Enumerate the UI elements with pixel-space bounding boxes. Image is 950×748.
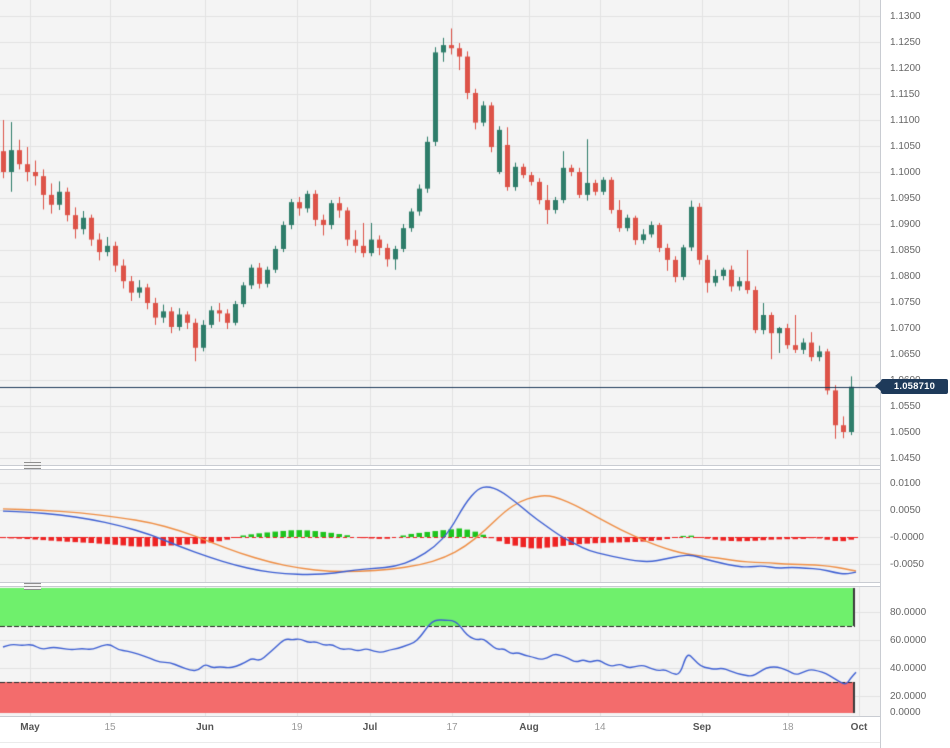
price-axis-label: 1.1250 — [890, 36, 921, 48]
price-axis-label: 1.0450 — [890, 452, 921, 464]
price-axis-label: 1.1050 — [890, 140, 921, 152]
rsi-panel-canvas[interactable] — [0, 587, 880, 716]
price-axis-label: 60.0000 — [890, 634, 927, 646]
time-axis-label: Jul — [362, 722, 378, 733]
last-price-badge: 1.058710 — [881, 379, 948, 394]
price-axis-label: 1.0550 — [890, 400, 921, 412]
price-axis-label: -0.0050 — [890, 558, 924, 570]
price-axis-label: 1.0500 — [890, 426, 921, 438]
time-axis-label: Sep — [692, 722, 712, 733]
panel-divider — [0, 586, 950, 587]
panel-divider — [0, 469, 950, 470]
price-axis-label: 0.0000 — [890, 706, 921, 718]
price-axis-label: 1.1200 — [890, 62, 921, 74]
price-chart-canvas[interactable] — [0, 0, 880, 465]
price-axis-label: 40.0000 — [890, 662, 927, 674]
price-axis-label: 1.0650 — [890, 348, 921, 360]
macd-panel-canvas[interactable] — [0, 470, 880, 582]
rsi-panel-resize-grip[interactable] — [24, 583, 41, 590]
price-axis-label: 0.0050 — [890, 504, 921, 516]
panel-divider — [0, 582, 950, 583]
time-axis-label: 15 — [104, 722, 116, 733]
price-axis-label: 20.0000 — [890, 690, 927, 702]
price-axis-label: 1.0850 — [890, 244, 921, 256]
price-axis-label: 1.1300 — [890, 10, 921, 22]
time-axis-label: 19 — [291, 722, 303, 733]
price-axis-label: 1.0950 — [890, 192, 921, 204]
time-axis-border — [0, 716, 950, 717]
price-axis-label: 1.1000 — [890, 166, 921, 178]
price-axis-label: 1.0750 — [890, 296, 921, 308]
macd-panel-resize-grip[interactable] — [24, 462, 41, 469]
time-axis-label: Oct — [850, 722, 868, 733]
price-axis-label: 1.1150 — [890, 88, 920, 100]
price-axis-label: 80.0000 — [890, 606, 927, 618]
price-axis-label: 1.0700 — [890, 322, 921, 334]
bottom-rule — [0, 742, 950, 743]
time-axis-label: 18 — [782, 722, 794, 733]
time-axis-label: May — [20, 722, 40, 733]
last-price-marker-arrow — [875, 381, 881, 391]
price-axis[interactable]: 1.1300 1.1250 1.1200 1.1150 1.1100 1.1050 1.10… — [880, 0, 950, 748]
time-axis-label: 14 — [594, 722, 606, 733]
price-axis-label: 1.0900 — [890, 218, 921, 230]
price-axis-label: -0.0000 — [890, 531, 924, 543]
time-axis-label: Aug — [519, 722, 539, 733]
time-axis-label: Jun — [196, 722, 214, 733]
price-axis-label: 1.1100 — [890, 114, 920, 126]
price-axis-label: 1.0800 — [890, 270, 921, 282]
panel-divider — [0, 465, 950, 466]
time-axis-label: 17 — [446, 722, 458, 733]
price-axis-label: 0.0100 — [890, 477, 921, 489]
